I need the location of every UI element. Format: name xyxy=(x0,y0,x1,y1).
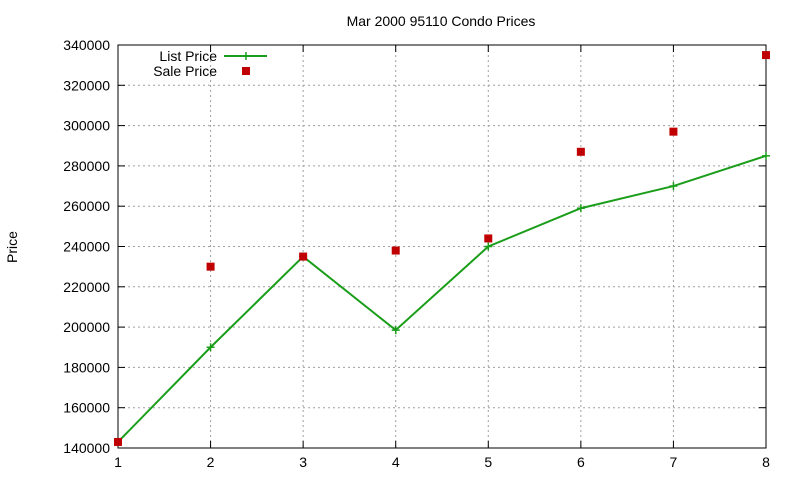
series-line xyxy=(117,154,767,443)
square-point xyxy=(206,262,215,271)
plus-point xyxy=(206,343,215,352)
y-tick-label: 220000 xyxy=(63,279,110,295)
x-tick-label: 5 xyxy=(484,454,492,470)
y-tick-label: 340000 xyxy=(63,37,110,53)
plus-point xyxy=(484,242,493,251)
x-tick-label: 3 xyxy=(299,454,307,470)
x-tick-label: 2 xyxy=(207,454,215,470)
y-tick-label: 260000 xyxy=(63,198,110,214)
square-point xyxy=(299,252,308,261)
y-tick-label: 300000 xyxy=(63,118,110,134)
chart-title: Mar 2000 95110 Condo Prices xyxy=(347,13,536,29)
y-tick-label: 280000 xyxy=(63,158,110,174)
square-point xyxy=(484,234,493,243)
legend-label: List Price xyxy=(159,48,217,64)
series-group xyxy=(114,51,770,446)
y-tick-label: 180000 xyxy=(63,359,110,375)
grid-lines xyxy=(118,45,766,448)
axes xyxy=(117,44,767,449)
plus-point xyxy=(242,52,250,60)
tick-labels: 140000 160000 180000 200000 220000 240000 2600… xyxy=(63,37,770,470)
plus-point xyxy=(576,204,585,213)
series-list-price xyxy=(114,151,770,446)
y-tick-label: 200000 xyxy=(63,319,110,335)
square-point xyxy=(576,147,585,156)
x-tick-label: 8 xyxy=(762,454,770,470)
x-tick-label: 6 xyxy=(577,454,585,470)
y-tick-label: 160000 xyxy=(63,400,110,416)
y-tick-label: 240000 xyxy=(63,239,110,255)
x-tick-label: 4 xyxy=(392,454,400,470)
square-point xyxy=(114,437,122,446)
square-point xyxy=(242,67,250,75)
x-tick-label: 7 xyxy=(670,454,678,470)
y-tick-label: 140000 xyxy=(63,440,110,456)
series-sale-price xyxy=(114,51,770,446)
square-point xyxy=(669,127,678,136)
y-axis-label: Price xyxy=(4,231,20,263)
y-tick-label: 320000 xyxy=(63,77,110,93)
x-tick-label: 1 xyxy=(114,454,122,470)
square-point xyxy=(762,51,770,60)
plus-point xyxy=(762,151,770,160)
legend-label: Sale Price xyxy=(153,63,217,79)
plus-point xyxy=(391,326,400,335)
plus-point xyxy=(669,182,678,191)
square-point xyxy=(391,246,400,255)
